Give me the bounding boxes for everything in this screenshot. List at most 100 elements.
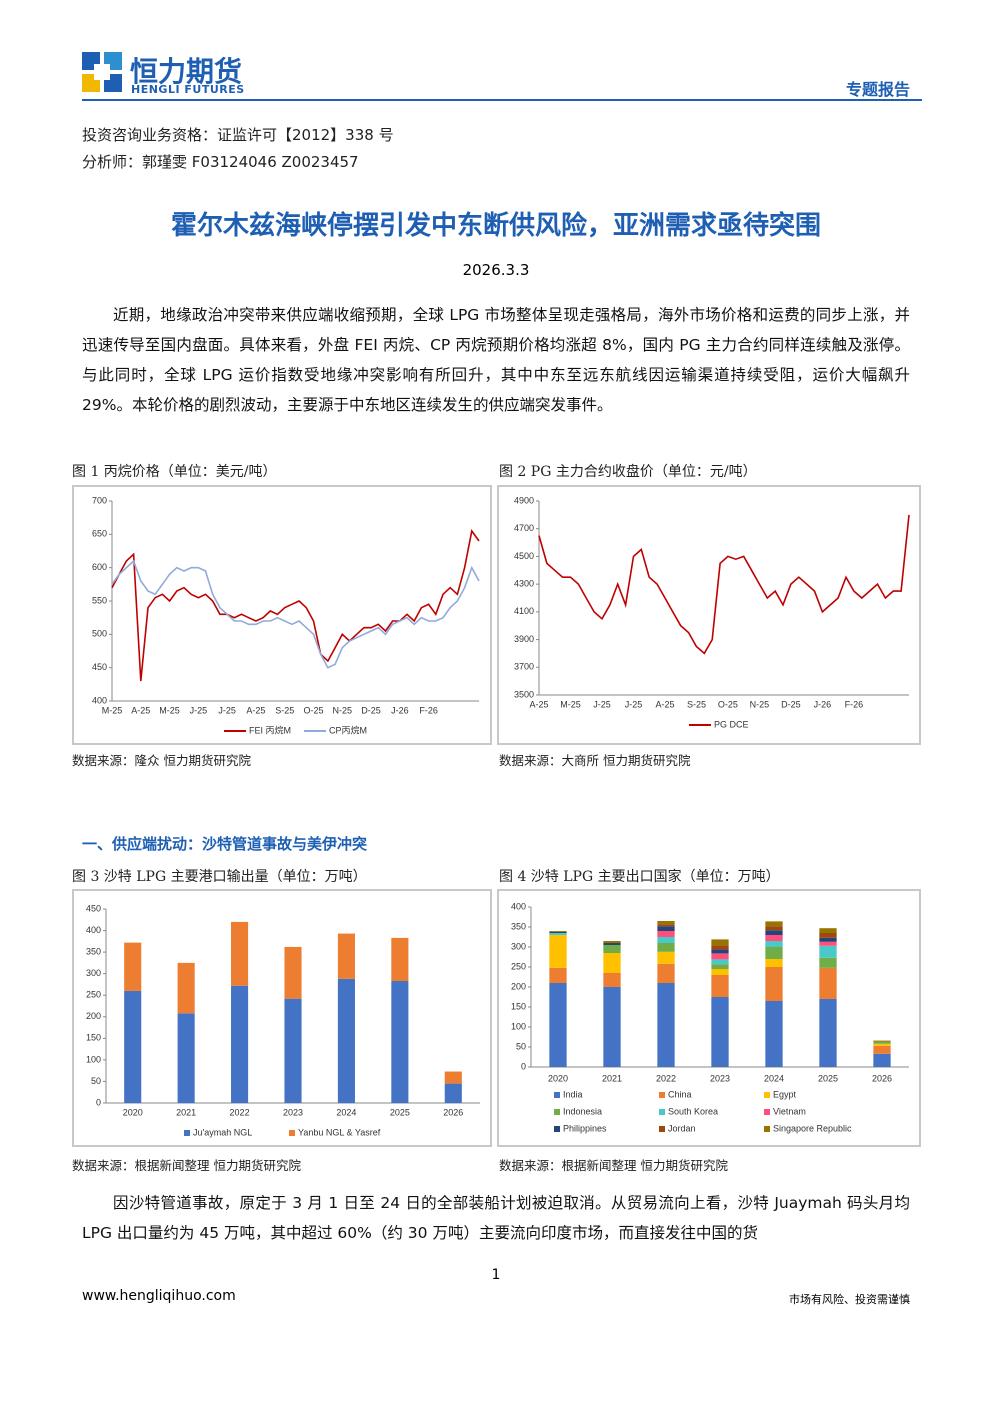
legend-label: PG DCE (714, 719, 749, 729)
x-tick-label: 2026 (872, 1073, 892, 1083)
y-tick-label: 250 (511, 961, 526, 971)
x-tick-label: 2020 (123, 1107, 143, 1117)
y-tick-label: 100 (511, 1021, 526, 1031)
bar-segment (337, 978, 355, 1103)
x-tick-label: 2025 (390, 1107, 410, 1117)
y-tick-label: 3900 (514, 634, 534, 644)
bar-segment (391, 980, 409, 1103)
chart: 0 50 100 150 200 250 300 350 400 450 2020 2021 2022 2… (86, 903, 480, 1137)
bar-segment (549, 933, 567, 935)
bar-segment (603, 953, 621, 973)
y-tick-label: 600 (92, 562, 107, 572)
bar-segment (819, 937, 837, 942)
y-tick-label: 400 (511, 901, 526, 911)
y-tick-label: 4900 (514, 495, 534, 505)
legend-swatch (764, 1092, 770, 1098)
bar-segment (391, 937, 409, 981)
legend-swatch (554, 1109, 560, 1115)
paragraph: 因沙特管道事故，原定于 3 月 1 日至 24 日的全部装船计划被迫取消。从贸易… (82, 1194, 910, 1242)
x-tick-label: F-26 (845, 699, 864, 709)
source: 数据来源：根据新闻整理 恒力期货研究院 (72, 1158, 301, 1173)
y-tick-label: 4700 (514, 523, 534, 533)
legend-swatch (659, 1109, 665, 1115)
x-tick-label: 2020 (548, 1073, 568, 1083)
source: 数据来源：隆众 恒力期货研究院 (72, 753, 251, 768)
bar-segment (765, 926, 783, 931)
bar-segment (177, 1013, 195, 1103)
bar-segment (657, 926, 675, 931)
website: www.hengliqihuo.com (82, 1288, 236, 1304)
info-line: 分析师：郭瑾雯 F03124046 Z0023457 (82, 153, 359, 171)
y-tick-label: 550 (92, 595, 107, 605)
logo-icon (82, 52, 122, 92)
disclaimer: 市场有风险、投资需谨慎 (789, 1293, 910, 1306)
bar-segment (873, 1053, 891, 1067)
report-type: 专题报告 (845, 80, 910, 99)
x-tick-label: 2024 (336, 1107, 356, 1117)
bar-segment (549, 935, 567, 968)
source: 数据来源：根据新闻整理 恒力期货研究院 (499, 1158, 728, 1173)
legend-label: Egypt (773, 1089, 797, 1099)
y-tick-label: 350 (86, 946, 101, 956)
figure-caption: 图 1 丙烷价格（单位：美元/吨） (72, 464, 277, 480)
x-tick-label: 2025 (818, 1073, 838, 1083)
legend-label: Indonesia (563, 1106, 602, 1116)
x-tick-label: M-25 (159, 705, 180, 715)
legend-label: Jordan (668, 1123, 696, 1133)
bar-segment (711, 953, 729, 960)
bar-segment (657, 924, 675, 927)
figure-box: 0 50 100 150 200 250 300 350 400 2020 2021 2022 2023… (497, 889, 921, 1147)
y-tick-label: 300 (511, 941, 526, 951)
figure-caption: 图 4 沙特 LPG 主要出口国家（单位：万吨） (499, 869, 780, 885)
line (111, 529, 480, 682)
x-tick-label: A-25 (529, 699, 548, 709)
x-tick-label: J-25 (218, 705, 236, 715)
bar-segment (231, 985, 249, 1103)
x-tick-label: 2023 (710, 1073, 730, 1083)
legend-swatch (554, 1092, 560, 1098)
x-tick-label: J-26 (391, 705, 409, 715)
y-tick-label: 0 (521, 1061, 526, 1071)
x-tick-label: J-25 (593, 699, 611, 709)
bar-segment (657, 983, 675, 1067)
x-tick-label: 2026 (443, 1107, 463, 1117)
bar-segment (603, 973, 621, 987)
x-tick-label: J-25 (625, 699, 643, 709)
bar-segment (765, 930, 783, 935)
x-tick-label: O-25 (718, 699, 738, 709)
info-line: 投资咨询业务资格：证监许可【2012】338 号 (82, 126, 394, 144)
chart: 3500 3700 3900 4100 4300 4500 4700 4900 A-25 M-25… (514, 495, 910, 729)
y-tick-label: 4300 (514, 579, 534, 589)
bar-segment (657, 951, 675, 964)
y-tick-label: 200 (86, 1011, 101, 1021)
bar-segment (284, 998, 302, 1103)
page-number: 1 (491, 1267, 501, 1283)
bar-segment (765, 959, 783, 967)
bar-segment (711, 949, 729, 954)
bar-segment (765, 947, 783, 959)
figure-caption: 图 2 PG 主力合约收盘价（单位：元/吨） (499, 464, 757, 480)
bar-segment (657, 937, 675, 943)
legend-label: Philippines (563, 1123, 607, 1133)
legend-label: India (563, 1089, 583, 1099)
bar-segment (337, 933, 355, 979)
bar-segment (657, 921, 675, 925)
x-tick-label: A-25 (655, 699, 674, 709)
bar-segment (124, 990, 142, 1103)
bar-segment (873, 1040, 891, 1042)
bar-segment (765, 921, 783, 927)
y-tick-label: 0 (96, 1097, 101, 1107)
legend-swatch (764, 1109, 770, 1115)
bar-segment (549, 931, 567, 932)
bar-segment (549, 967, 567, 983)
legend-label: CP丙烷M (329, 724, 367, 735)
x-tick-label: S-25 (275, 705, 294, 715)
header-rule (82, 99, 922, 101)
y-tick-label: 400 (92, 695, 107, 705)
title: 霍尔木兹海峡停摆引发中东断供风险，亚洲需求亟待突围 (170, 211, 821, 241)
y-tick-label: 3500 (514, 689, 534, 699)
x-tick-label: A-25 (246, 705, 265, 715)
x-tick-label: N-25 (750, 699, 770, 709)
y-tick-label: 4500 (514, 551, 534, 561)
legend-label: Ju'aymah NGL (193, 1127, 252, 1137)
